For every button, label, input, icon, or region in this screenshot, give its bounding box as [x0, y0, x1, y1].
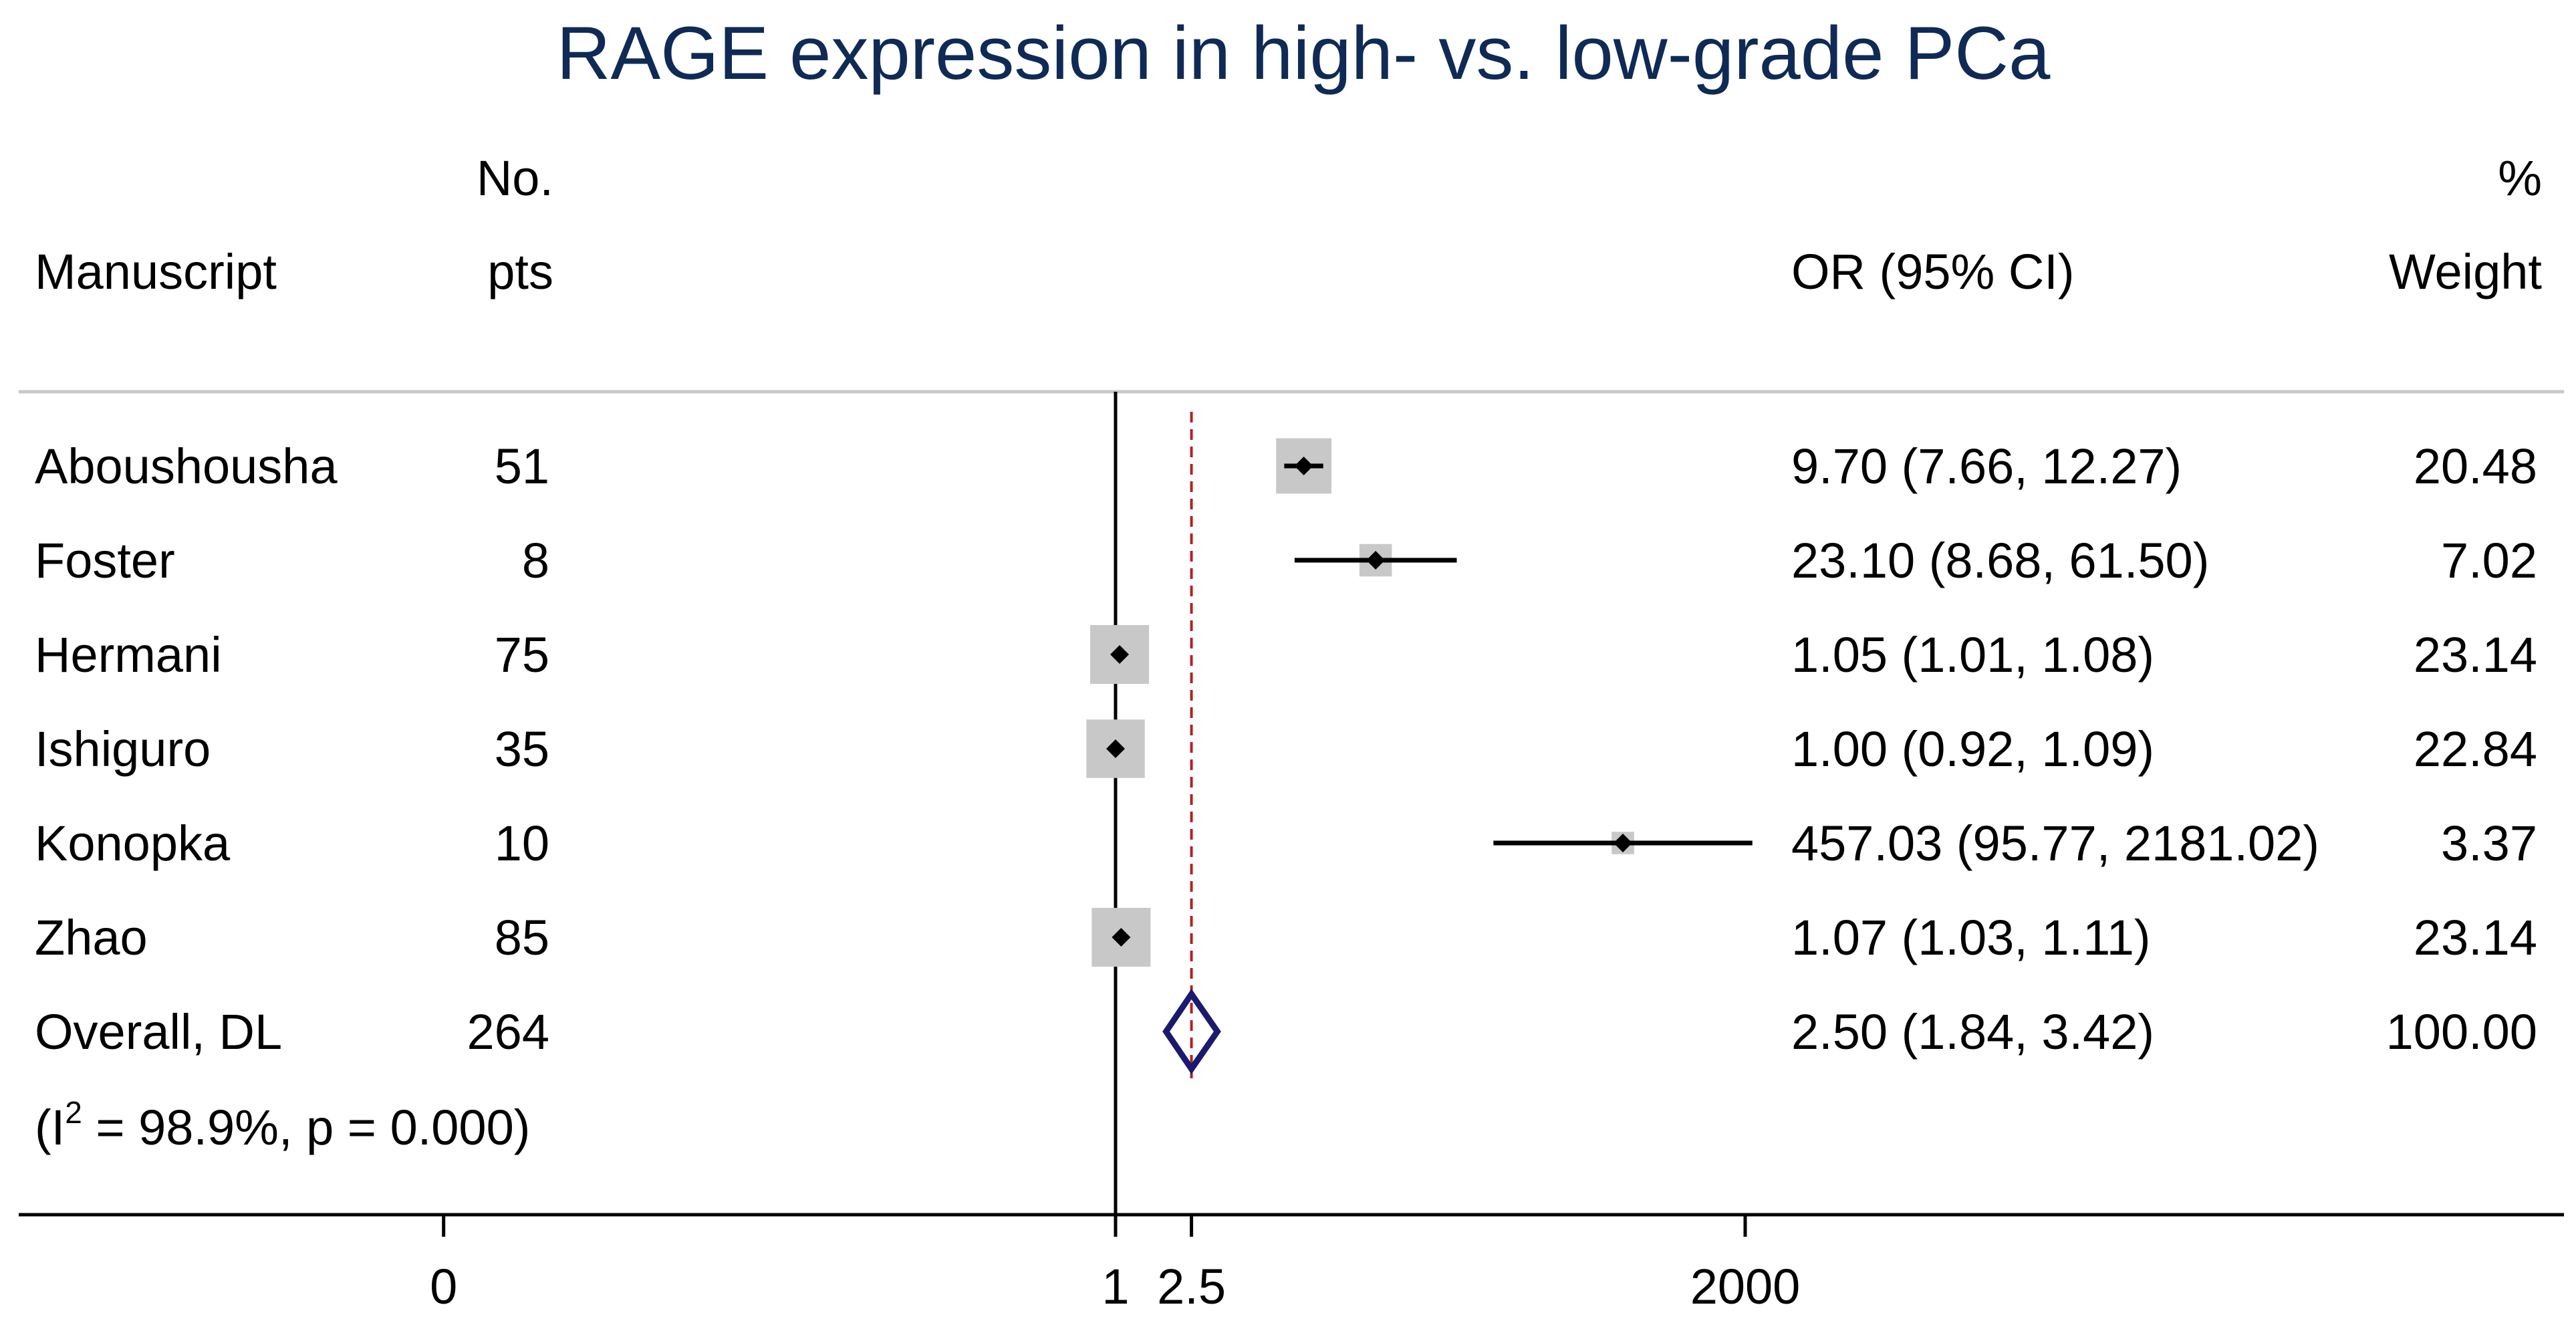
- overall-row: Overall, DL 264 2.50 (1.84, 3.42) 100.00: [35, 989, 2537, 1074]
- header-weight-line2: Weight: [2389, 244, 2542, 299]
- study-rows: Aboushousha 51 9.70 (7.66, 12.27) 20.48 Fost…: [35, 438, 2537, 1074]
- study-weight: 23.14: [2414, 627, 2537, 683]
- study-n: 8: [522, 533, 549, 588]
- point-estimate: [1614, 834, 1633, 852]
- study-weight: 23.14: [2414, 910, 2537, 965]
- study-name: Aboushousha: [35, 439, 338, 494]
- overall-weight: 100.00: [2386, 1004, 2537, 1060]
- study-weight: 22.84: [2414, 721, 2537, 777]
- point-estimate: [1112, 928, 1131, 947]
- point-estimate: [1294, 457, 1313, 475]
- chart-title: RAGE expression in high- vs. low-grade P…: [557, 11, 2051, 95]
- study-name: Konopka: [35, 816, 231, 871]
- x-tick-label: 2000: [1690, 1259, 1801, 1314]
- point-estimate: [1106, 739, 1125, 758]
- study-ci-text: 9.70 (7.66, 12.27): [1791, 439, 2182, 494]
- x-axis: 0 1 2.5 2000: [19, 1213, 2564, 1314]
- study-ci-text: 23.10 (8.68, 61.50): [1791, 533, 2209, 588]
- study-row: Hermani 75 1.05 (1.01, 1.08) 23.14: [35, 625, 2537, 684]
- study-row: Aboushousha 51 9.70 (7.66, 12.27) 20.48: [35, 438, 2537, 494]
- study-row: Konopka 10 457.03 (95.77, 2181.02) 3.37: [35, 816, 2537, 871]
- study-name: Foster: [35, 533, 175, 588]
- x-tick-label: 0: [430, 1259, 457, 1314]
- header-weight-line1: %: [2498, 150, 2542, 206]
- study-weight: 3.37: [2441, 816, 2537, 871]
- x-tick-label: 1: [1102, 1259, 1129, 1314]
- study-n: 10: [495, 816, 549, 871]
- study-name: Ishiguro: [35, 721, 211, 777]
- x-tick-label: 2.5: [1157, 1259, 1226, 1314]
- heterogeneity-stat: (I2 = 98.9%, p = 0.000): [35, 1095, 530, 1155]
- study-ci-text: 1.00 (0.92, 1.09): [1791, 721, 2154, 777]
- overall-name: Overall, DL: [35, 1004, 282, 1060]
- study-ci-text: 1.05 (1.01, 1.08): [1791, 627, 2154, 683]
- header-effect: OR (95% CI): [1791, 244, 2075, 299]
- overall-ci-text: 2.50 (1.84, 3.42): [1791, 1004, 2154, 1060]
- reference-lines: [1114, 392, 1193, 1215]
- study-ci-text: 457.03 (95.77, 2181.02): [1791, 816, 2319, 871]
- study-n: 75: [495, 627, 549, 683]
- study-row: Ishiguro 35 1.00 (0.92, 1.09) 22.84: [35, 719, 2537, 778]
- overall-diamond: [1162, 989, 1221, 1074]
- overall-n: 264: [467, 1004, 549, 1060]
- point-estimate: [1110, 645, 1130, 664]
- study-row: Zhao 85 1.07 (1.03, 1.11) 23.14: [35, 908, 2537, 967]
- study-name: Hermani: [35, 627, 222, 683]
- study-weight: 7.02: [2441, 533, 2537, 588]
- study-weight: 20.48: [2414, 439, 2537, 494]
- study-n: 51: [495, 439, 549, 494]
- study-n: 35: [495, 721, 549, 777]
- study-name: Zhao: [35, 910, 148, 965]
- header-n-line2: pts: [487, 244, 553, 299]
- study-ci-text: 1.07 (1.03, 1.11): [1791, 910, 2151, 965]
- study-row: Foster 8 23.10 (8.68, 61.50) 7.02: [35, 533, 2537, 588]
- header-study: Manuscript: [35, 244, 277, 299]
- point-estimate: [1366, 551, 1386, 570]
- study-n: 85: [495, 910, 549, 965]
- header-n-line1: No.: [477, 150, 553, 206]
